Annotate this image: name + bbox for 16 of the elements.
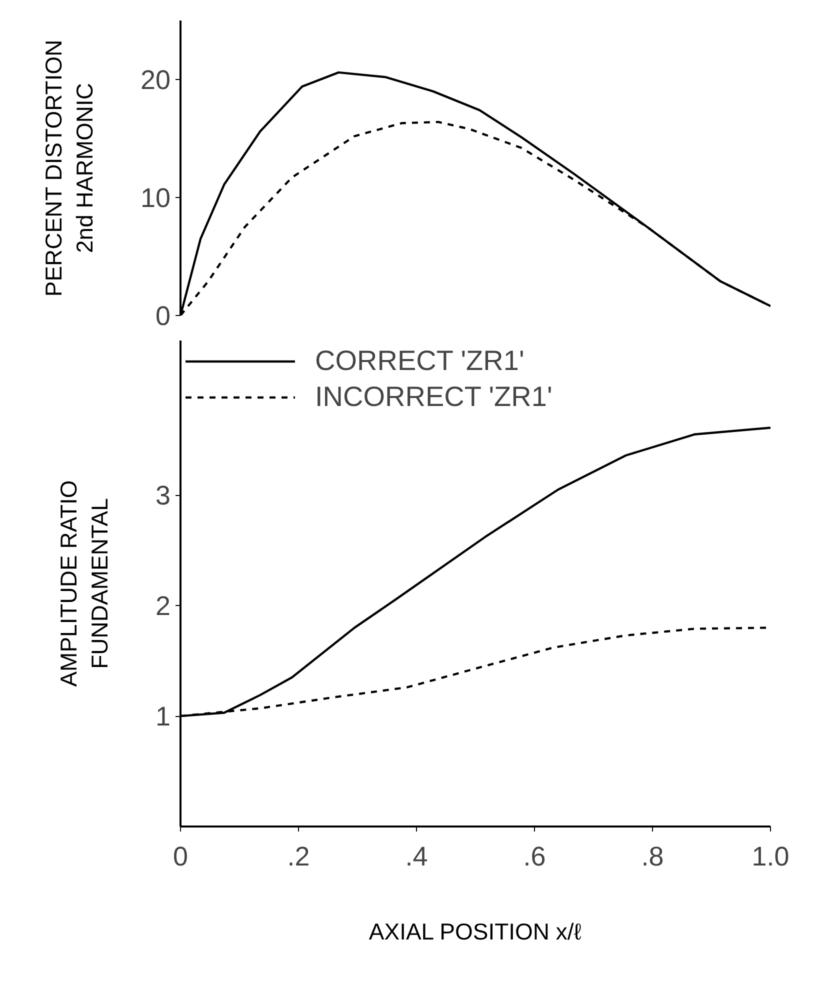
y-axis-title: PERCENT DISTORTION 2nd HARMONIC bbox=[40, 40, 98, 297]
y-axis-title: AMPLITUDE RATIO FUNDAMENTAL bbox=[55, 480, 112, 687]
y-tick-label: 2 bbox=[155, 591, 171, 622]
y-tick-label: 20 bbox=[140, 65, 171, 95]
y-tick-label: 0 bbox=[155, 301, 171, 331]
x-tick-label: .4 bbox=[405, 842, 428, 872]
x-tick-label: .6 bbox=[523, 842, 546, 872]
x-axis-title: AXIAL POSITION x/ℓ bbox=[368, 918, 582, 944]
legend-label: INCORRECT 'ZR1' bbox=[315, 381, 552, 413]
x-tick-label: 1.0 bbox=[752, 842, 790, 872]
y-tick-label: 3 bbox=[155, 480, 171, 511]
x-tick-label: .2 bbox=[287, 842, 310, 872]
x-tick-label: .8 bbox=[641, 842, 664, 872]
legend-label: CORRECT 'ZR1' bbox=[315, 345, 524, 377]
y-tick-label: 10 bbox=[140, 183, 171, 213]
y-tick-label: 1 bbox=[155, 702, 171, 732]
